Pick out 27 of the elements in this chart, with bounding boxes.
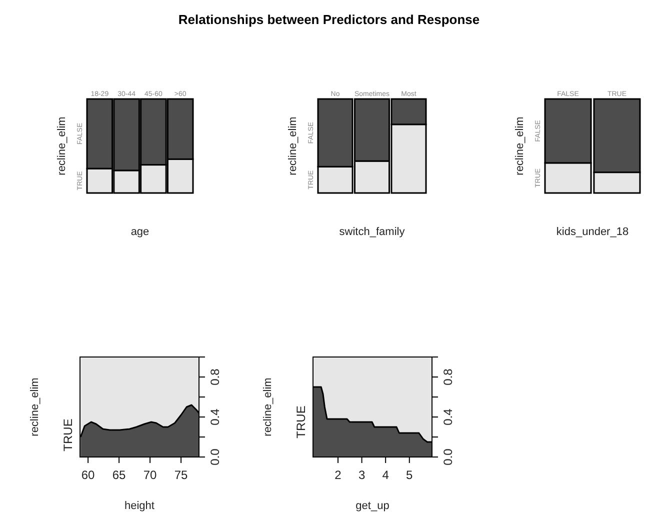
y-axis-title: recline_elim	[287, 116, 299, 176]
x-tick-label: 70	[143, 468, 158, 482]
y-axis-title: recline_elim	[29, 378, 41, 436]
x-tick-label: 60	[81, 468, 96, 482]
chart-title: Relationships between Predictors and Response	[178, 12, 480, 27]
x-axis-title: age	[130, 226, 150, 238]
x-tick-label: 4	[382, 468, 390, 482]
y-tick-label: 0.8	[441, 368, 455, 386]
y-tick-label: 0.0	[208, 448, 222, 466]
y-tick-label: 0.8	[208, 368, 222, 386]
y-tick-label: 0.4	[441, 408, 455, 426]
x-tick-label: 3	[358, 468, 366, 482]
x-axis-title: switch_family	[339, 226, 406, 238]
x-tick-label: 5	[406, 468, 414, 482]
y-tick-label: 0.0	[441, 448, 455, 466]
y-axis-title: recline_elim	[262, 378, 274, 436]
x-axis-title: get_up	[356, 500, 390, 512]
y-axis-title: recline_elim	[514, 116, 526, 176]
x-tick-label: 65	[112, 468, 126, 482]
text: TRUE	[294, 406, 308, 438]
y-tick-label: 0.4	[208, 408, 222, 426]
y-axis-title: recline_elim	[56, 116, 68, 176]
text: TRUE	[61, 418, 75, 452]
x-tick-label: 2	[334, 468, 342, 482]
x-axis-title: kids_under_18	[556, 226, 629, 238]
x-axis-title: height	[124, 500, 154, 512]
x-tick-label: 75	[174, 468, 188, 482]
